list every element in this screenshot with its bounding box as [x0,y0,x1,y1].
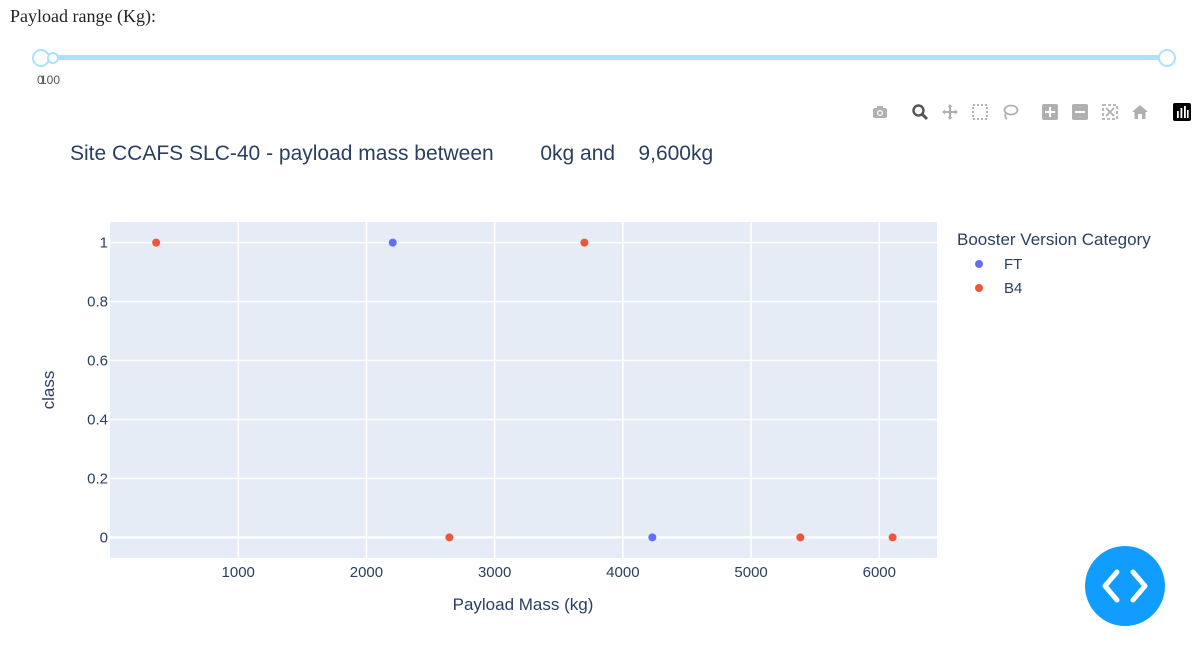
y-tick-label: 0.2 [87,470,108,487]
point-b4[interactable] [445,533,454,542]
legend-label-b4[interactable]: B4 [1004,280,1022,297]
x-tick-label: 4000 [606,564,639,581]
x-tick-label: 3000 [478,564,511,581]
pan-icon[interactable] [940,102,960,122]
zoom-in-icon[interactable] [1040,102,1060,122]
slider-mark-dot [47,52,59,64]
legend-marker-b4[interactable] [975,284,983,292]
camera-icon[interactable] [870,102,890,122]
x-tick-label: 6000 [863,564,896,581]
slider-handle-high[interactable] [1158,49,1176,67]
legend-marker-ft[interactable] [975,260,983,268]
lasso-select-icon[interactable] [1000,102,1020,122]
point-b4[interactable] [888,533,897,542]
legend-title: Booster Version Category [957,230,1151,249]
plot-area[interactable] [110,222,937,558]
x-tick-label: 1000 [222,564,255,581]
y-tick-label: 1 [100,235,108,252]
zoom-out-icon[interactable] [1070,102,1090,122]
y-tick-label: 0.6 [87,353,108,370]
code-brackets-icon [1102,569,1148,603]
reset-axes-icon[interactable] [1130,102,1150,122]
x-tick-label: 5000 [734,564,767,581]
box-select-icon[interactable] [970,102,990,122]
legend-label-ft[interactable]: FT [1004,256,1022,273]
chart-title: Site CCAFS SLC-40 - payload mass between… [70,142,713,165]
slider-mark-min: 0 [37,73,44,87]
y-tick-label: 0.8 [87,294,108,311]
legend: Booster Version Category FT B4 [957,230,1151,297]
point-ft[interactable] [388,238,397,247]
plotly-logo-icon[interactable] [1172,102,1192,122]
y-axis-title: class [39,371,58,410]
y-tick-label: 0 [100,529,108,546]
autoscale-icon[interactable] [1100,102,1120,122]
point-b4[interactable] [152,238,161,247]
slider-mark-max: 100 [40,73,61,87]
y-tick-label: 0.4 [87,411,108,428]
point-b4[interactable] [796,533,805,542]
point-ft[interactable] [648,533,657,542]
zoom-icon[interactable] [910,102,930,122]
payload-range-label: Payload range (Kg): [10,6,156,26]
payload-range-slider[interactable] [32,48,1176,68]
code-toggle-button[interactable] [1085,546,1165,626]
point-b4[interactable] [580,238,589,247]
x-tick-label: 2000 [350,564,383,581]
x-axis-title: Payload Mass (kg) [453,595,594,614]
slider-track[interactable] [41,55,1167,60]
